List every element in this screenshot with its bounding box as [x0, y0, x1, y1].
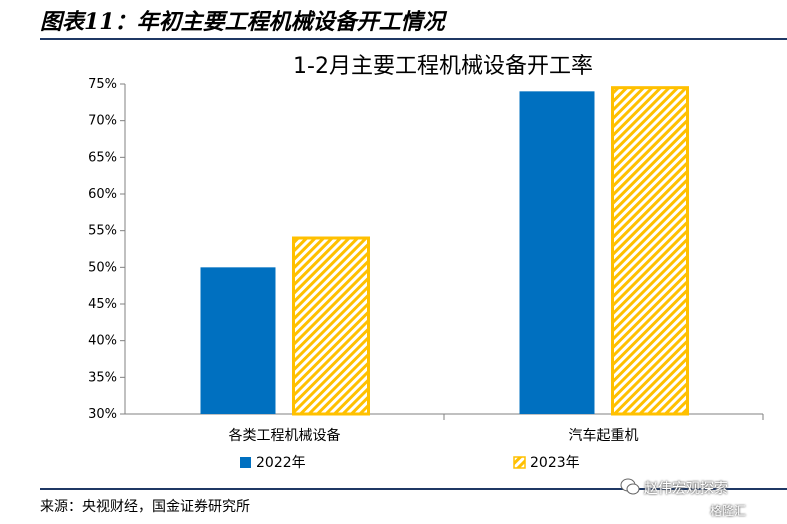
watermark-account: 赵伟宏观探索	[644, 481, 728, 497]
y-tick-label: 50%	[88, 260, 117, 275]
bar-2022	[200, 267, 276, 414]
bottom-divider	[40, 488, 787, 490]
legend-swatch-2023	[513, 456, 526, 469]
wechat-icon	[620, 478, 640, 495]
bar-2022	[519, 91, 595, 415]
top-divider	[40, 38, 787, 40]
legend-label: 2023年	[530, 455, 580, 471]
chart-bars	[200, 86, 689, 416]
bar-2023	[611, 86, 689, 416]
y-tick-label: 30%	[88, 407, 117, 422]
y-tick-label: 70%	[88, 114, 117, 129]
legend-swatch-2022	[240, 457, 251, 468]
y-tick-label: 75%	[88, 77, 117, 92]
y-tick-label: 65%	[88, 150, 117, 165]
bar-chart: 1-2月主要工程机械设备开工率 30% 35% 40% 45% 50% 55% 60% 65%…	[88, 54, 764, 471]
y-tick-label: 35%	[88, 370, 117, 385]
x-category-label: 各类工程机械设备	[229, 427, 341, 444]
chart-labels: 30% 35% 40% 45% 50% 55% 60% 65% 70% 75% 各类工程机械设备 汽车…	[88, 77, 638, 444]
watermark: 赵伟宏观探索 格隆汇	[618, 474, 784, 522]
y-tick-label: 40%	[88, 334, 117, 349]
figure-header: 图表11：年初主要工程机械设备开工情况	[0, 0, 787, 42]
x-category-label: 汽车起重机	[569, 427, 639, 444]
watermark-brand: 格隆汇	[710, 504, 747, 518]
chart-legend: 2022年 2023年	[240, 455, 580, 471]
y-tick-label: 45%	[88, 297, 117, 312]
figure-title: 图表11：年初主要工程机械设备开工情况	[40, 9, 445, 35]
source-note: 来源：央视财经，国金证券研究所	[40, 499, 250, 515]
chart-title: 1-2月主要工程机械设备开工率	[293, 54, 593, 79]
bar-2023	[292, 236, 370, 416]
y-tick-label: 60%	[88, 187, 117, 202]
y-tick-label: 55%	[88, 224, 117, 239]
legend-label: 2022年	[256, 455, 306, 471]
